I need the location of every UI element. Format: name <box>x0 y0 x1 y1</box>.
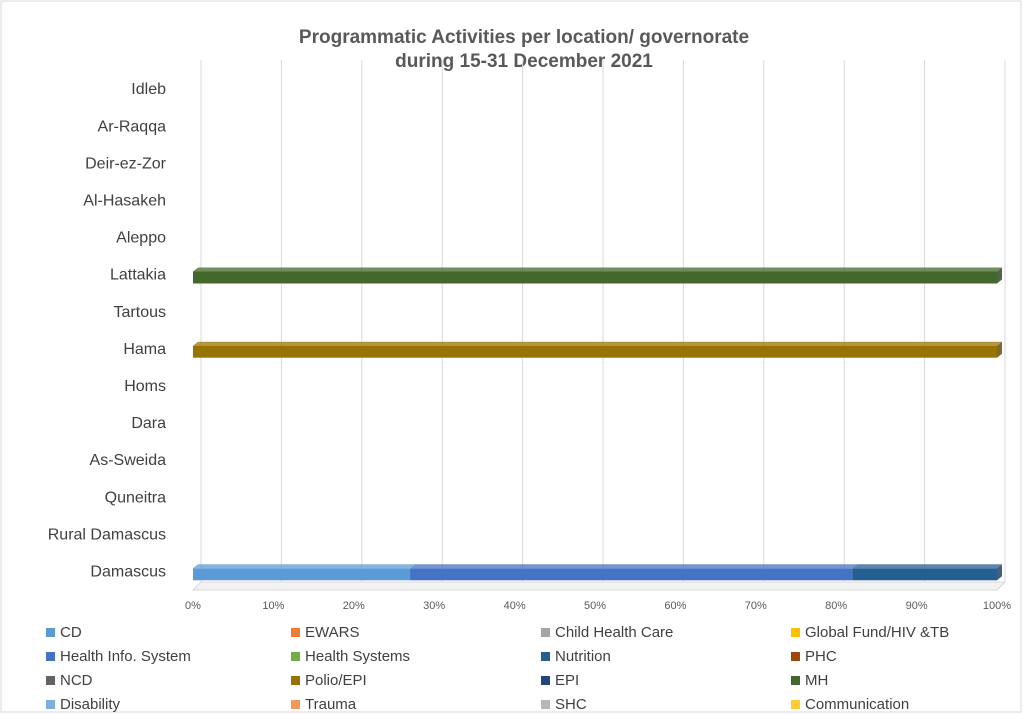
x-tick-label: 40% <box>504 600 526 612</box>
y-tick-label: Lattakia <box>110 267 166 284</box>
legend-label: Communication <box>805 696 909 713</box>
legend-label: EPI <box>555 672 579 689</box>
legend-swatch <box>291 700 300 709</box>
legend-swatch <box>791 676 800 685</box>
legend-swatch <box>46 652 55 661</box>
bar-side <box>997 341 1002 358</box>
x-tick-label: 30% <box>423 600 445 612</box>
legend-label: Nutrition <box>555 648 611 665</box>
legend-label: Health Systems <box>305 648 410 665</box>
y-tick-label: Ar-Raqqa <box>98 118 167 135</box>
legend-label: Child Health Care <box>555 624 673 641</box>
y-tick-label: Quneitra <box>105 489 166 506</box>
legend-swatch <box>291 676 300 685</box>
legend-swatch <box>291 628 300 637</box>
y-tick-label: Damascus <box>90 564 166 581</box>
legend-swatch <box>791 700 800 709</box>
legend-label: SHC <box>555 696 587 713</box>
legend-swatch <box>791 652 800 661</box>
y-tick-label: Al-Hasakeh <box>83 193 166 210</box>
bar-side <box>997 267 1002 284</box>
y-tick-label: Idleb <box>131 81 166 98</box>
x-tick-label: 80% <box>825 600 847 612</box>
chart-title: Programmatic Activities per location/ go… <box>299 27 749 48</box>
x-tick-label: 60% <box>664 600 686 612</box>
bar-top <box>193 341 1002 346</box>
bar <box>852 568 997 581</box>
bar-top <box>193 564 416 569</box>
legend-label: Trauma <box>305 696 357 713</box>
legend-label: NCD <box>60 672 93 689</box>
legend-label: MH <box>805 672 828 689</box>
floor <box>191 581 1007 591</box>
legend-swatch <box>541 676 550 685</box>
bar-top <box>852 564 1002 569</box>
x-tick-label: 0% <box>185 600 201 612</box>
y-tick-label: Aleppo <box>116 230 166 247</box>
bar <box>193 271 997 284</box>
legend-swatch <box>46 628 55 637</box>
legend-label: CD <box>60 624 82 641</box>
x-tick-label: 10% <box>262 600 284 612</box>
y-tick-label: Rural Damascus <box>48 526 166 543</box>
legend-swatch <box>541 700 550 709</box>
bar <box>193 345 997 358</box>
x-tick-label: 50% <box>584 600 606 612</box>
legend-label: EWARS <box>305 624 359 641</box>
y-tick-label: Hama <box>123 341 166 358</box>
bar-top <box>193 267 1002 272</box>
legend-swatch <box>46 700 55 709</box>
y-tick-label: Dara <box>131 415 166 432</box>
bar-top <box>410 564 858 569</box>
legend-swatch <box>291 652 300 661</box>
x-tick-label: 70% <box>745 600 767 612</box>
x-tick-label: 20% <box>343 600 365 612</box>
x-tick-label: 100% <box>983 600 1011 612</box>
y-tick-label: Homs <box>124 378 166 395</box>
legend-swatch <box>46 676 55 685</box>
legend-label: Polio/EPI <box>305 672 367 689</box>
legend-label: PHC <box>805 648 837 665</box>
legend-swatch <box>541 628 550 637</box>
x-tick-label: 90% <box>906 600 928 612</box>
bar <box>193 568 411 581</box>
chart-subtitle: during 15-31 December 2021 <box>395 51 653 72</box>
legend-swatch <box>791 628 800 637</box>
legend-label: Global Fund/HIV &TB <box>805 624 949 641</box>
legend-swatch <box>541 652 550 661</box>
y-tick-label: As-Sweida <box>90 452 167 469</box>
bar-side <box>997 564 1002 581</box>
y-tick-label: Tartous <box>114 304 166 321</box>
bar <box>410 568 853 581</box>
legend-label: Disability <box>60 696 121 713</box>
legend-label: Health Info. System <box>60 648 191 665</box>
y-tick-label: Deir-ez-Zor <box>85 155 167 172</box>
